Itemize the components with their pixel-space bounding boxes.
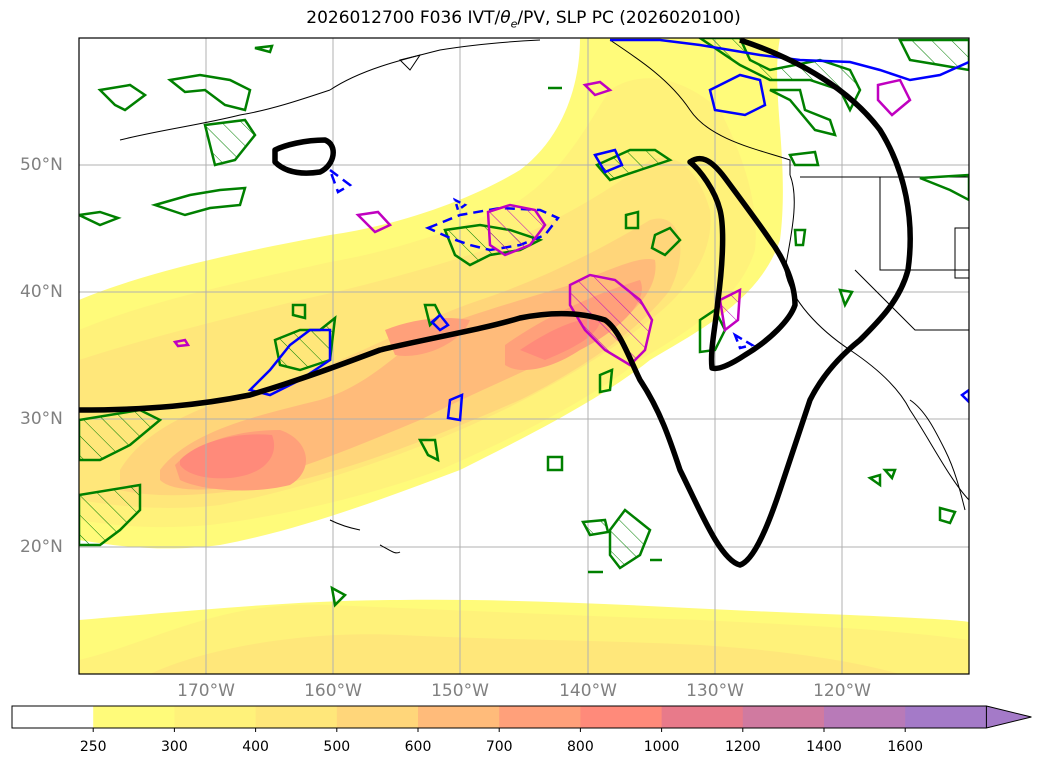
colorbar-swatch: [12, 706, 94, 728]
colorbar-swatch: [905, 706, 987, 728]
map-frame: [78, 37, 970, 675]
ivt-400-south: [150, 634, 900, 674]
lat-label-50n: 50°N: [20, 155, 63, 175]
colorbar-swatch: [580, 706, 663, 728]
ivt-700-band: [175, 280, 642, 491]
colorbar-swatch: [336, 706, 419, 728]
theta-e-contours: [247, 38, 969, 422]
colorbar-tick-label: 300: [161, 739, 188, 755]
colorbar-swatch: [661, 706, 744, 728]
colorbar-tick-label: 400: [242, 739, 269, 755]
colorbar-tick-label: 800: [567, 739, 594, 755]
colorbar-swatch: [418, 706, 500, 728]
lat-label-40n: 40°N: [20, 282, 63, 302]
colorbar-tick-label: 1200: [724, 739, 761, 755]
slp-contours: [79, 38, 913, 568]
colorbar-swatch: [174, 706, 257, 728]
colorbar-swatch: [93, 706, 175, 728]
lon-label-150w: 150°W: [431, 681, 489, 701]
colorbar: [11, 705, 1032, 732]
map-title: 2026012700 F036 IVT/θe/PV, SLP PC (20260…: [306, 8, 741, 31]
colorbar-swatch: [255, 706, 338, 728]
lon-label-170w: 170°W: [177, 681, 235, 701]
colorbar-swatch: [824, 706, 906, 728]
colorbar-swatch: [742, 706, 825, 728]
ivt-shading: [79, 38, 969, 674]
lat-label-20n: 20°N: [20, 537, 63, 557]
lon-label-160w: 160°W: [304, 681, 362, 701]
pv-contours-magenta: [172, 78, 912, 367]
colorbar-tick-label: 600: [404, 739, 432, 755]
colorbar-tick-label: 1400: [806, 739, 842, 755]
lon-label-140w: 140°W: [559, 681, 617, 701]
colorbar-swatch: [499, 706, 581, 728]
lon-label-120w: 120°W: [813, 681, 871, 701]
map-area: [79, 38, 969, 674]
colorbar-tick-label: 250: [79, 739, 107, 755]
lon-label-130w: 130°W: [686, 681, 744, 701]
ivt-800-band: [180, 319, 600, 479]
lat-label-30n: 30°N: [20, 409, 63, 429]
colorbar-tick-label: 1600: [887, 739, 924, 755]
colorbar-tick-label: 1000: [643, 739, 680, 755]
colorbar-tick-label: 700: [485, 739, 513, 755]
colorbar-tick-label: 500: [323, 739, 351, 755]
colorbar-extend-arrow: [985, 705, 1032, 729]
